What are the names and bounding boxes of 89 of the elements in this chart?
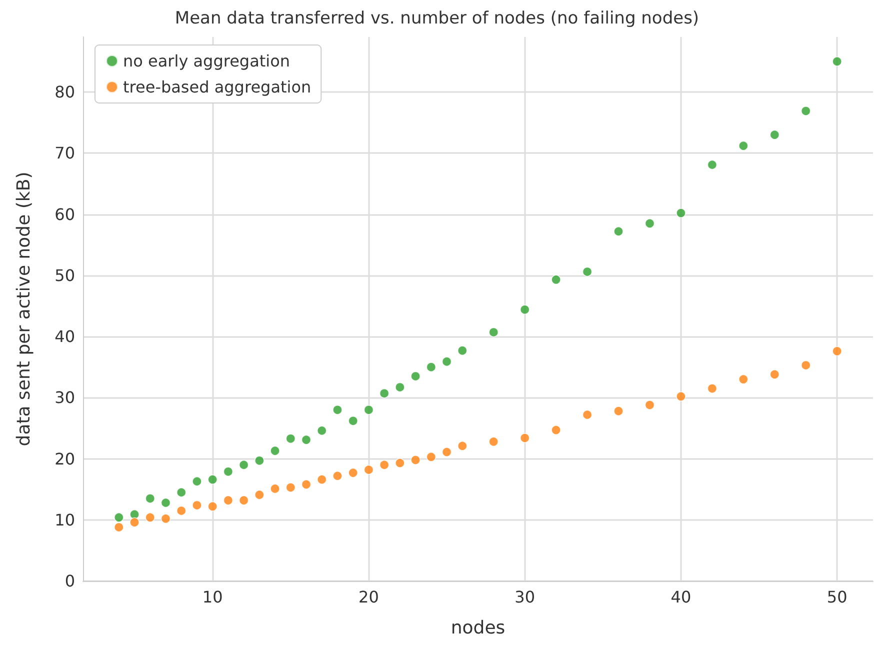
point bbox=[348, 468, 358, 478]
point bbox=[738, 140, 748, 151]
point bbox=[364, 464, 374, 475]
x-tick-label: 10 bbox=[202, 588, 223, 606]
y-tick-label: 50 bbox=[54, 266, 75, 285]
point bbox=[332, 470, 342, 481]
x-tick-label: 30 bbox=[514, 588, 536, 606]
point bbox=[520, 304, 530, 315]
point bbox=[238, 495, 249, 506]
point bbox=[114, 522, 124, 532]
point bbox=[800, 360, 811, 370]
legend-label: tree-based aggregation bbox=[123, 78, 312, 96]
point bbox=[301, 480, 312, 490]
point bbox=[707, 160, 718, 170]
point bbox=[316, 426, 327, 436]
point bbox=[223, 495, 234, 506]
point bbox=[192, 500, 202, 510]
y-axis-title: data sent per active node (kB) bbox=[14, 172, 34, 446]
x-tick-label: 40 bbox=[670, 588, 692, 606]
point bbox=[395, 382, 405, 392]
point bbox=[176, 506, 186, 516]
point bbox=[286, 434, 296, 444]
point bbox=[379, 460, 390, 470]
y-tick-label: 30 bbox=[54, 388, 75, 408]
point bbox=[332, 404, 342, 415]
point bbox=[442, 447, 452, 457]
point bbox=[770, 130, 780, 140]
point bbox=[832, 56, 842, 66]
point bbox=[270, 446, 280, 456]
point bbox=[395, 458, 405, 468]
point bbox=[551, 274, 561, 285]
point bbox=[488, 436, 499, 447]
point bbox=[192, 476, 202, 486]
point bbox=[770, 370, 780, 380]
point bbox=[208, 474, 218, 484]
point bbox=[800, 106, 811, 116]
point bbox=[130, 509, 140, 520]
point bbox=[379, 388, 390, 398]
point bbox=[676, 392, 686, 402]
point bbox=[286, 482, 296, 492]
point bbox=[520, 433, 530, 443]
x-tick-label: 50 bbox=[826, 588, 848, 606]
point bbox=[457, 346, 468, 356]
point bbox=[238, 460, 249, 470]
y-tick-label: 70 bbox=[54, 144, 75, 163]
point bbox=[457, 441, 468, 451]
point bbox=[301, 434, 312, 445]
y-tick-label: 40 bbox=[54, 327, 75, 346]
legend-label: no early aggregation bbox=[123, 52, 290, 70]
point bbox=[442, 356, 452, 366]
point bbox=[254, 490, 264, 500]
point bbox=[348, 416, 358, 426]
point bbox=[270, 484, 280, 494]
point bbox=[254, 456, 264, 466]
x-tick-label: 20 bbox=[358, 588, 379, 606]
point bbox=[316, 474, 327, 484]
point bbox=[614, 226, 624, 236]
y-tick-label: 0 bbox=[64, 572, 75, 590]
point bbox=[223, 466, 234, 476]
point bbox=[551, 425, 561, 435]
chart-title: Mean data transferred vs. number of nodes (no failing nodes) bbox=[174, 8, 700, 28]
point bbox=[176, 487, 186, 498]
y-tick-label: 60 bbox=[54, 204, 75, 224]
point bbox=[426, 362, 436, 372]
point bbox=[426, 452, 436, 462]
point bbox=[582, 266, 592, 277]
point bbox=[582, 410, 592, 420]
point bbox=[145, 512, 156, 522]
point bbox=[145, 494, 156, 504]
x-axis-title: nodes bbox=[450, 618, 506, 638]
point bbox=[738, 374, 748, 384]
point bbox=[160, 514, 171, 524]
point bbox=[130, 517, 140, 528]
point bbox=[614, 406, 624, 416]
y-tick-label: 10 bbox=[54, 510, 75, 530]
point bbox=[832, 346, 842, 356]
point bbox=[208, 502, 218, 512]
point bbox=[644, 218, 655, 228]
point bbox=[707, 384, 718, 394]
point bbox=[644, 400, 655, 410]
point bbox=[410, 455, 420, 465]
point bbox=[364, 404, 374, 415]
point bbox=[114, 512, 124, 522]
point bbox=[676, 208, 686, 218]
point bbox=[160, 498, 171, 508]
point bbox=[488, 327, 499, 338]
y-tick-label: 80 bbox=[54, 82, 75, 102]
y-tick-label: 20 bbox=[54, 449, 75, 468]
point bbox=[410, 371, 420, 382]
